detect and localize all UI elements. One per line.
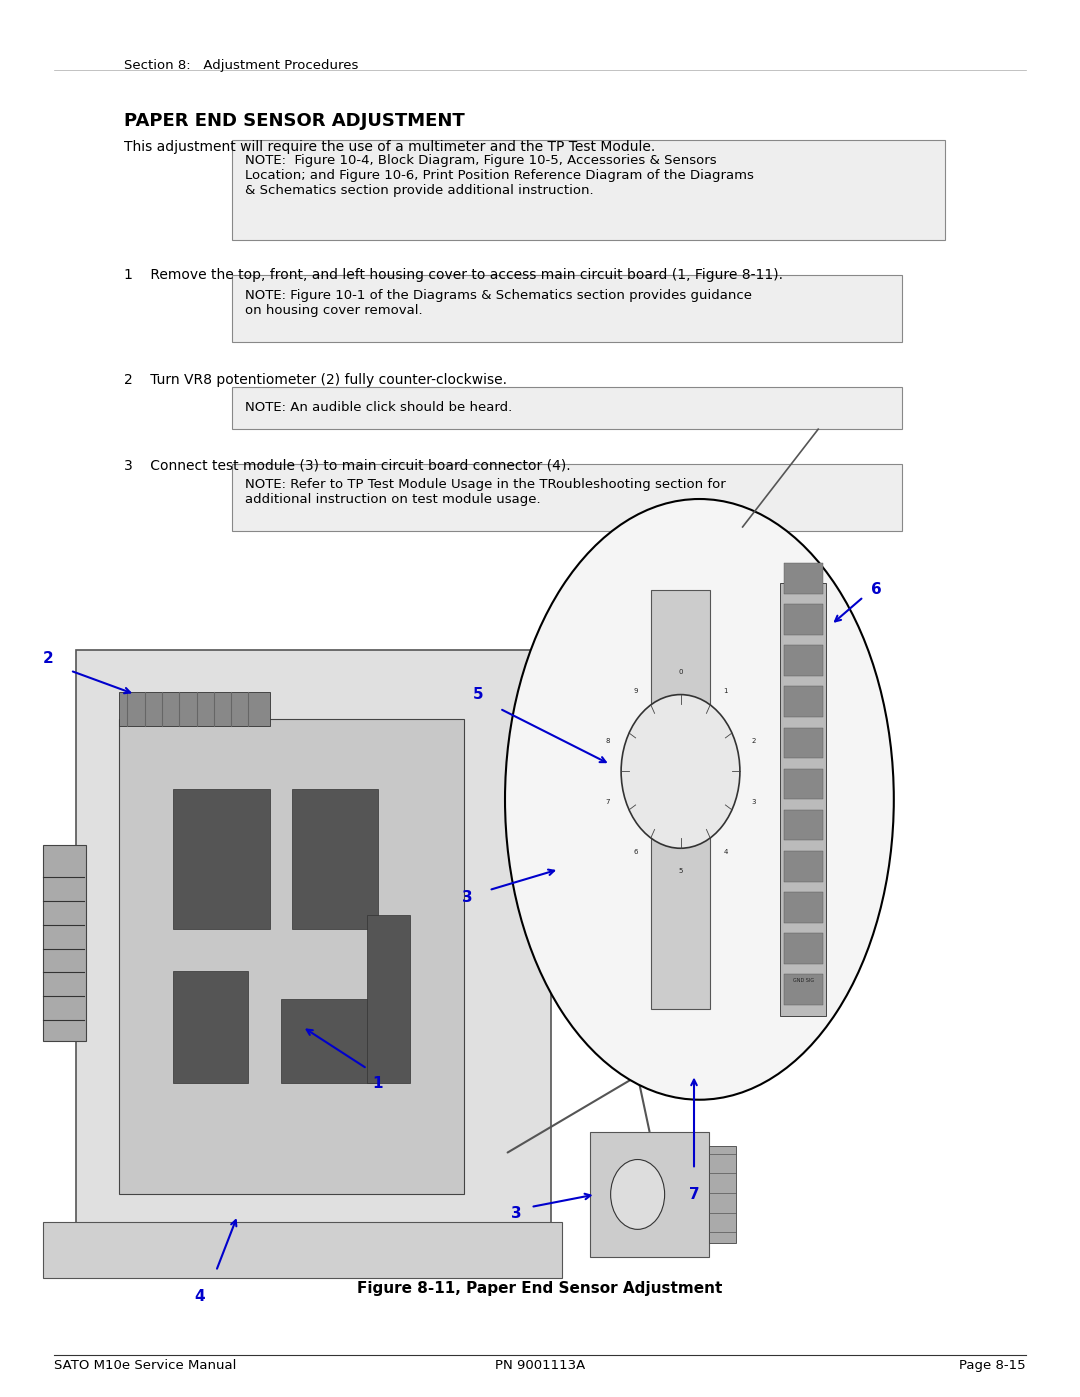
Text: 7: 7 (689, 1187, 700, 1203)
Circle shape (621, 694, 740, 848)
Text: 1    Remove the top, front, and left housing cover to access main circuit board : 1 Remove the top, front, and left housin… (124, 268, 783, 282)
Text: 2: 2 (43, 651, 54, 666)
FancyBboxPatch shape (43, 1222, 562, 1278)
Text: 6: 6 (872, 583, 882, 598)
FancyBboxPatch shape (784, 686, 823, 717)
Text: 3: 3 (462, 890, 473, 905)
Text: NOTE: Figure 10-1 of the Diagrams & Schematics section provides guidance
on hous: NOTE: Figure 10-1 of the Diagrams & Sche… (245, 289, 752, 317)
FancyBboxPatch shape (232, 140, 945, 240)
Circle shape (610, 1160, 664, 1229)
Text: 2: 2 (752, 738, 756, 743)
FancyBboxPatch shape (367, 915, 410, 1083)
Text: 3: 3 (752, 799, 756, 805)
FancyBboxPatch shape (781, 583, 826, 1016)
Text: 6: 6 (633, 848, 637, 855)
FancyBboxPatch shape (119, 692, 270, 726)
Text: 9: 9 (633, 689, 637, 694)
Text: 4: 4 (724, 848, 728, 855)
FancyBboxPatch shape (784, 933, 823, 964)
FancyBboxPatch shape (708, 1146, 735, 1243)
Text: 7: 7 (605, 799, 610, 805)
Text: GND SIG: GND SIG (793, 978, 813, 983)
Text: 3    Connect test module (3) to main circuit board connector (4).: 3 Connect test module (3) to main circui… (124, 458, 571, 472)
FancyBboxPatch shape (784, 810, 823, 841)
Text: NOTE: Refer to TP Test Module Usage in the TRoubleshooting section for
additiona: NOTE: Refer to TP Test Module Usage in t… (245, 478, 726, 506)
FancyBboxPatch shape (784, 563, 823, 594)
FancyBboxPatch shape (784, 605, 823, 636)
Ellipse shape (505, 499, 894, 1099)
Text: PN 9001113A: PN 9001113A (495, 1359, 585, 1372)
FancyBboxPatch shape (784, 851, 823, 882)
FancyBboxPatch shape (173, 789, 270, 929)
FancyBboxPatch shape (590, 1132, 708, 1257)
FancyBboxPatch shape (784, 768, 823, 799)
Text: 3: 3 (511, 1206, 522, 1221)
Text: NOTE: An audible click should be heard.: NOTE: An audible click should be heard. (245, 401, 512, 414)
Text: PAPER END SENSOR ADJUSTMENT: PAPER END SENSOR ADJUSTMENT (124, 112, 465, 130)
Text: 5: 5 (473, 687, 484, 703)
FancyBboxPatch shape (119, 719, 464, 1194)
Text: This adjustment will require the use of a multimeter and the TP Test Module.: This adjustment will require the use of … (124, 140, 656, 154)
FancyBboxPatch shape (281, 999, 378, 1083)
FancyBboxPatch shape (292, 789, 378, 929)
Text: SATO M10e Service Manual: SATO M10e Service Manual (54, 1359, 237, 1372)
Text: Page 8-15: Page 8-15 (959, 1359, 1026, 1372)
Text: 5: 5 (678, 868, 683, 873)
FancyBboxPatch shape (76, 650, 551, 1236)
FancyBboxPatch shape (232, 387, 902, 429)
Text: 4: 4 (194, 1289, 205, 1305)
FancyBboxPatch shape (232, 464, 902, 531)
FancyBboxPatch shape (784, 891, 823, 922)
FancyBboxPatch shape (232, 275, 902, 342)
Text: 1: 1 (724, 689, 728, 694)
Text: 0: 0 (678, 669, 683, 675)
Text: 2    Turn VR8 potentiometer (2) fully counter-clockwise.: 2 Turn VR8 potentiometer (2) fully count… (124, 373, 508, 387)
FancyBboxPatch shape (784, 728, 823, 759)
FancyBboxPatch shape (784, 645, 823, 676)
FancyBboxPatch shape (784, 974, 823, 1004)
FancyBboxPatch shape (173, 971, 248, 1083)
FancyBboxPatch shape (651, 590, 711, 1009)
Text: NOTE:  Figure 10-4, Block Diagram, Figure 10-5, Accessories & Sensors
Location; : NOTE: Figure 10-4, Block Diagram, Figure… (245, 154, 754, 197)
Text: 8: 8 (605, 738, 610, 743)
FancyBboxPatch shape (43, 845, 86, 1041)
Text: Section 8:   Adjustment Procedures: Section 8: Adjustment Procedures (124, 59, 359, 71)
Text: Figure 8-11, Paper End Sensor Adjustment: Figure 8-11, Paper End Sensor Adjustment (357, 1281, 723, 1296)
Text: 1: 1 (373, 1076, 383, 1091)
